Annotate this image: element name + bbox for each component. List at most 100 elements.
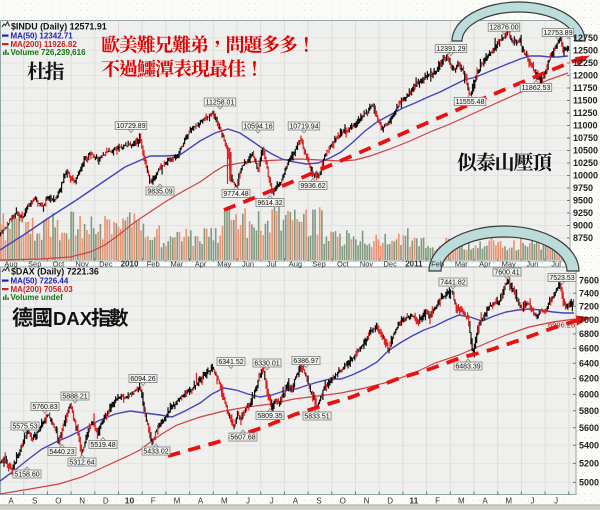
svg-text:Volume undef: Volume undef: [11, 293, 64, 302]
svg-text:J: J: [270, 497, 274, 506]
svg-text:5440.23: 5440.23: [49, 449, 74, 456]
svg-text:12000: 12000: [573, 71, 598, 81]
svg-text:9936.62: 9936.62: [300, 183, 325, 190]
svg-text:6200: 6200: [579, 374, 599, 384]
svg-text:7600: 7600: [579, 276, 599, 286]
svg-text:Jul: Jul: [267, 260, 277, 269]
svg-text:7523.53: 7523.53: [549, 275, 574, 282]
svg-text:10000: 10000: [573, 171, 598, 181]
svg-text:Dec: Dec: [384, 260, 398, 269]
svg-text:2011: 2011: [405, 260, 423, 269]
svg-text:Feb: Feb: [431, 260, 444, 269]
svg-text:6996.26: 6996.26: [548, 321, 575, 330]
svg-text:7400: 7400: [579, 288, 599, 298]
svg-text:Feb: Feb: [147, 260, 160, 269]
svg-text:Nov: Nov: [360, 260, 374, 269]
svg-text:May: May: [502, 260, 516, 269]
svg-text:7600.41: 7600.41: [494, 269, 519, 276]
svg-text:10729.89: 10729.89: [116, 123, 145, 130]
svg-text:5400: 5400: [579, 440, 599, 450]
svg-text:9614.32: 9614.32: [257, 200, 282, 207]
svg-text:Nov: Nov: [75, 260, 89, 269]
svg-text:11750: 11750: [573, 83, 598, 93]
svg-text:Jun: Jun: [242, 260, 254, 269]
svg-text:5888.21: 5888.21: [62, 393, 87, 400]
svg-text:J: J: [554, 497, 558, 506]
svg-text:Apr: Apr: [479, 260, 491, 269]
svg-text:DAX: DAX: [53, 308, 93, 329]
svg-text:12250: 12250: [573, 58, 598, 68]
svg-text:S: S: [316, 497, 321, 506]
svg-text:12500: 12500: [573, 46, 598, 56]
svg-text:6800: 6800: [579, 329, 599, 339]
svg-text:M: M: [174, 497, 181, 506]
svg-text:Mar: Mar: [455, 260, 468, 269]
svg-text:O: O: [340, 497, 346, 506]
svg-text:5519.48: 5519.48: [90, 442, 115, 449]
svg-text:Apr: Apr: [195, 260, 207, 269]
svg-text:11862.53: 11862.53: [522, 85, 551, 92]
svg-text:$DAX (Daily) 7221.36: $DAX (Daily) 7221.36: [11, 267, 99, 277]
svg-text:A: A: [198, 497, 204, 506]
svg-text:M: M: [505, 497, 512, 506]
svg-text:Dec: Dec: [99, 260, 113, 269]
svg-text:F: F: [435, 497, 440, 506]
svg-text:Sep: Sep: [28, 260, 41, 269]
svg-text:6341.52: 6341.52: [218, 359, 243, 366]
svg-text:9500: 9500: [573, 196, 593, 206]
svg-text:Mar: Mar: [170, 260, 183, 269]
svg-text:10719.94: 10719.94: [289, 123, 318, 130]
svg-text:10500: 10500: [573, 146, 598, 156]
svg-text:11000: 11000: [573, 121, 598, 131]
svg-text:M: M: [221, 497, 228, 506]
svg-text:6094.26: 6094.26: [130, 376, 155, 383]
svg-text:5800: 5800: [579, 406, 599, 416]
svg-text:6386.97: 6386.97: [293, 358, 318, 365]
svg-text:6600: 6600: [579, 344, 599, 354]
svg-text:A: A: [482, 497, 488, 506]
svg-text:Jul: Jul: [551, 260, 561, 269]
svg-text:5760.83: 5760.83: [32, 404, 57, 411]
svg-text:10594.16: 10594.16: [243, 123, 272, 130]
svg-text:A: A: [8, 497, 14, 506]
svg-text:12391.29: 12391.29: [436, 46, 465, 53]
svg-text:S: S: [32, 497, 37, 506]
svg-text:11258.01: 11258.01: [206, 99, 235, 106]
svg-text:6000: 6000: [579, 390, 599, 400]
svg-text:5600: 5600: [579, 423, 599, 433]
svg-text:2010: 2010: [121, 260, 139, 269]
svg-text:Oct: Oct: [337, 260, 350, 269]
svg-text:5575.53: 5575.53: [12, 423, 37, 430]
svg-text:6483.39: 6483.39: [455, 363, 480, 370]
svg-text:May: May: [217, 260, 231, 269]
svg-text:MA(200) 7056.03: MA(200) 7056.03: [11, 285, 74, 294]
svg-text:5809.35: 5809.35: [257, 413, 282, 420]
svg-text:O: O: [55, 497, 61, 506]
svg-text:9835.09: 9835.09: [147, 188, 172, 195]
svg-text:F: F: [151, 497, 156, 506]
svg-text:J: J: [246, 497, 250, 506]
svg-text:8750: 8750: [573, 233, 593, 243]
svg-text:$INDU (Daily) 12571.91: $INDU (Daily) 12571.91: [11, 22, 107, 32]
svg-text:11250: 11250: [573, 108, 598, 118]
svg-text:12750: 12750: [573, 33, 598, 43]
svg-text:M: M: [458, 497, 465, 506]
svg-text:12753.89: 12753.89: [543, 30, 572, 37]
svg-text:N: N: [79, 497, 85, 506]
svg-text:11500: 11500: [573, 96, 598, 106]
svg-text:9250: 9250: [573, 208, 593, 218]
svg-text:J: J: [530, 497, 534, 506]
svg-text:Volume 726,239,616: Volume 726,239,616: [11, 48, 87, 57]
svg-text:7000: 7000: [579, 315, 599, 325]
svg-text:MA(50) 12342.71: MA(50) 12342.71: [11, 32, 74, 41]
svg-text:5433.02: 5433.02: [143, 448, 168, 455]
svg-text:11: 11: [409, 496, 418, 506]
svg-text:5312.64: 5312.64: [69, 459, 94, 466]
svg-text:Aug: Aug: [289, 260, 302, 269]
svg-text:9774.48: 9774.48: [223, 191, 248, 198]
svg-text:6330.01: 6330.01: [254, 360, 279, 367]
svg-text:10250: 10250: [573, 158, 598, 168]
svg-text:Oct: Oct: [53, 260, 66, 269]
svg-text:MA(50) 7226.44: MA(50) 7226.44: [11, 277, 69, 286]
svg-text:10750: 10750: [573, 133, 598, 143]
